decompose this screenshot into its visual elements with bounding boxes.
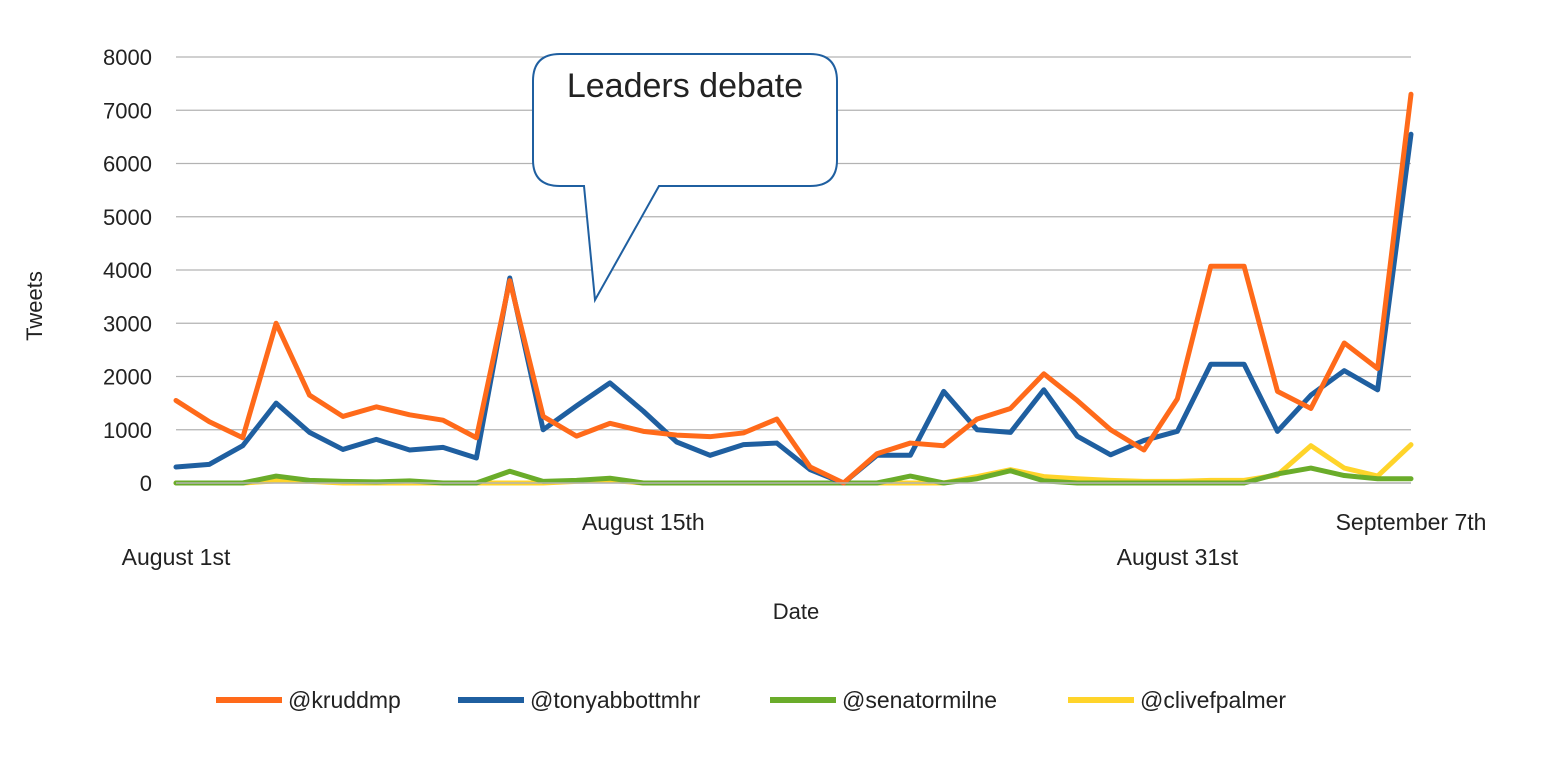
y-tick-label: 3000 bbox=[103, 311, 152, 336]
x-tick-label: September 7th bbox=[1336, 509, 1487, 535]
series-line-tonyabbottmhr bbox=[173, 131, 1414, 486]
y-tick-label: 4000 bbox=[103, 258, 152, 283]
y-axis-label: Tweets bbox=[22, 271, 47, 341]
y-tick-label: 0 bbox=[140, 471, 152, 496]
legend-label: @tonyabbottmhr bbox=[530, 687, 701, 713]
x-axis-label: Date bbox=[773, 599, 819, 624]
x-tick-labels: August 1st August 15th August 31st Septembe… bbox=[122, 509, 1487, 570]
x-tick-label: August 31st bbox=[1117, 544, 1239, 570]
callout-bubble bbox=[532, 53, 838, 304]
y-tick-label: 6000 bbox=[103, 152, 152, 177]
legend-item: @senatormilne bbox=[770, 687, 997, 713]
series-line-clivefpalmer bbox=[173, 442, 1414, 486]
y-tick-label: 5000 bbox=[103, 205, 152, 230]
y-tick-label: 2000 bbox=[103, 365, 152, 390]
leaders-debate-callout: Leaders debate bbox=[532, 53, 838, 304]
legend: @kruddmp @tonyabbottmhr @senatormilne @cliv… bbox=[216, 687, 1286, 713]
y-tick-label: 1000 bbox=[103, 418, 152, 443]
legend-label: @kruddmp bbox=[288, 687, 401, 713]
x-tick-label: August 1st bbox=[122, 544, 231, 570]
series-line-kruddmp bbox=[173, 91, 1414, 486]
legend-label: @senatormilne bbox=[842, 687, 997, 713]
legend-label: @clivefpalmer bbox=[1140, 687, 1286, 713]
y-tick-labels: 0 1000 2000 3000 4000 5000 6000 7000 8000 bbox=[103, 45, 152, 496]
legend-item: @tonyabbottmhr bbox=[458, 687, 701, 713]
y-tick-label: 7000 bbox=[103, 98, 152, 123]
legend-item: @kruddmp bbox=[216, 687, 401, 713]
callout-text: Leaders debate bbox=[567, 67, 803, 105]
y-tick-label: 8000 bbox=[103, 45, 152, 70]
x-tick-label: August 15th bbox=[582, 509, 705, 535]
legend-item: @clivefpalmer bbox=[1068, 687, 1286, 713]
series-line-senatormilne bbox=[173, 465, 1414, 486]
